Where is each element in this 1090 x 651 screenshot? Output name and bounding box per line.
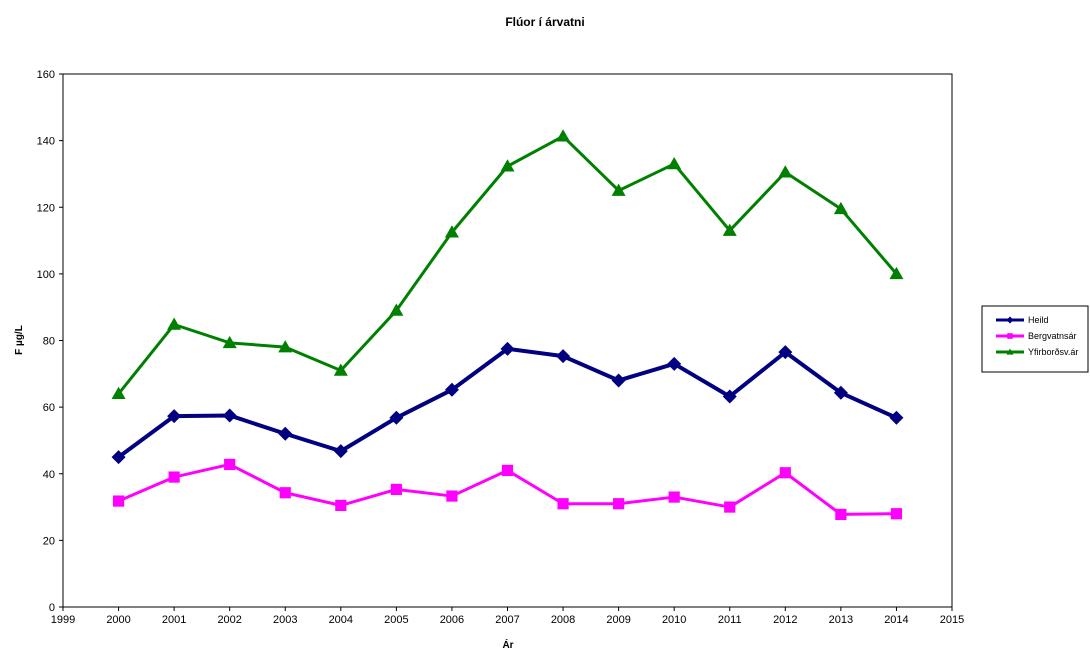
plot-area [62, 73, 953, 608]
data-point [557, 498, 569, 510]
y-tick-label: 20 [43, 535, 55, 547]
x-tick-label: 2002 [217, 614, 241, 626]
x-tick-label: 2004 [329, 614, 353, 626]
data-point [667, 356, 682, 371]
data-point [333, 363, 348, 376]
y-tick-label: 160 [37, 69, 55, 81]
y-tick-label: 0 [49, 602, 55, 614]
legend-box [981, 305, 1089, 373]
data-point [778, 345, 793, 360]
x-tick-label: 2007 [495, 614, 519, 626]
y-axis: 0 20 40 60 80 100 120 140 160 [37, 69, 63, 614]
data-point [222, 408, 237, 423]
data-point [890, 508, 903, 520]
legend-label: Heild [1028, 315, 1049, 325]
series-layer [111, 129, 904, 520]
x-tick-label: 2011 [718, 614, 742, 626]
data-point [889, 410, 904, 425]
series-line [117, 346, 898, 459]
x-tick-label: 2006 [440, 614, 464, 626]
y-tick-label: 60 [43, 402, 55, 414]
legend-marker [1006, 348, 1014, 355]
x-tick-label: 2005 [384, 614, 408, 626]
data-point [556, 129, 571, 142]
data-point [279, 487, 291, 499]
data-point [500, 341, 515, 356]
data-point [501, 464, 514, 477]
data-point [389, 410, 404, 425]
legend-marker [1006, 316, 1014, 324]
y-tick-label: 40 [43, 469, 55, 481]
data-point [389, 303, 404, 316]
x-tick-label: 2000 [106, 614, 130, 626]
data-point [833, 201, 848, 215]
data-point [778, 165, 793, 178]
data-point [611, 183, 626, 196]
data-point [333, 444, 348, 459]
y-tick-label: 140 [37, 136, 55, 148]
data-point [112, 495, 125, 507]
data-point [335, 499, 347, 511]
legend-label: Bergvatnsár [1028, 331, 1077, 341]
x-tick-label: 2015 [940, 614, 964, 626]
x-axis-label: Ár [502, 638, 513, 651]
x-tick-label: 2003 [273, 614, 297, 626]
data-point [278, 340, 293, 353]
series-1 [112, 458, 903, 520]
data-point [111, 450, 126, 465]
x-tick-label: 2012 [773, 614, 797, 626]
x-tick-label: 2001 [162, 614, 186, 626]
data-point [278, 426, 293, 441]
x-tick-label: 2013 [829, 614, 853, 626]
data-point [611, 373, 626, 388]
y-axis-label: F µg/L [14, 325, 25, 355]
x-axis: 1999 2000 2001 2002 2003 2004 2005 2006 2007 2008… [51, 607, 964, 626]
data-point [613, 498, 625, 510]
data-point [446, 490, 458, 502]
data-point [224, 458, 236, 471]
legend-marker [1007, 333, 1013, 339]
data-point [167, 409, 182, 424]
data-point [111, 386, 126, 400]
data-point [833, 385, 848, 400]
chart-title: Flúor í árvatni [505, 15, 584, 29]
legend: Heild Bergvatnsár Yfirborðsv.ár [981, 305, 1089, 373]
data-point [722, 389, 737, 404]
data-point [390, 483, 402, 496]
data-point [222, 335, 237, 349]
data-point [668, 491, 680, 503]
series-0 [111, 341, 904, 465]
data-point [722, 223, 737, 236]
data-point [889, 266, 904, 280]
data-point [444, 225, 459, 238]
data-point [556, 349, 571, 364]
x-tick-label: 2008 [551, 614, 575, 626]
x-tick-label: 2009 [606, 614, 630, 626]
y-tick-label: 100 [37, 269, 55, 281]
data-point [500, 159, 515, 172]
y-tick-label: 120 [37, 202, 55, 214]
legend-label: Yfirborðsv.ár [1028, 347, 1078, 357]
data-point [168, 471, 180, 483]
x-tick-label: 2014 [884, 614, 908, 626]
data-point [835, 508, 847, 520]
data-point [667, 156, 682, 170]
data-point [444, 382, 459, 397]
x-tick-label: 2010 [662, 614, 686, 626]
data-point [167, 317, 182, 330]
data-point [724, 501, 736, 513]
y-tick-label: 80 [43, 336, 55, 348]
series-2 [111, 129, 904, 400]
data-point [779, 467, 791, 479]
x-tick-label: 1999 [51, 614, 75, 626]
